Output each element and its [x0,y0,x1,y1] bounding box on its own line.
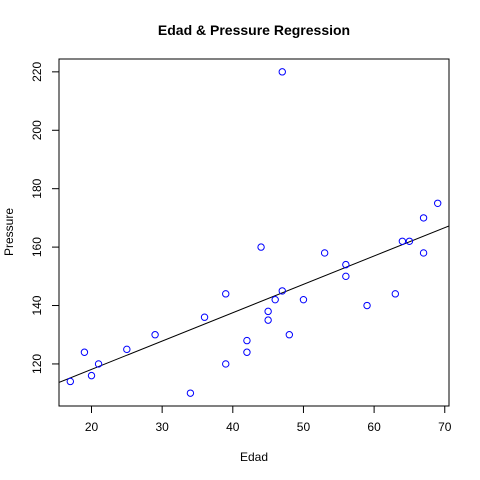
x-tick-label: 20 [85,420,99,434]
y-tick-label: 200 [30,120,44,140]
data-point [271,295,279,304]
data-point [66,377,75,386]
x-axis: 20 30 40 50 60 70 [85,405,452,434]
data-point [94,360,103,368]
x-tick-label: 50 [297,420,311,434]
y-tick-label: 180 [30,178,44,198]
y-tick-label: 160 [30,237,44,257]
data-point [87,371,96,380]
x-tick-label: 30 [155,420,169,434]
data-point [398,237,407,245]
y-axis: 120 140 160 180 200 220 [30,62,60,374]
data-point [151,331,159,339]
y-tick-label: 120 [30,354,44,374]
data-point [264,307,272,316]
data-point [363,301,371,310]
data-point [285,331,294,339]
data-point [419,214,428,222]
data-point [186,389,195,397]
data-point [243,348,251,356]
data-point [342,272,350,281]
x-tick-label: 60 [367,420,381,434]
y-axis-label: Pressure [2,208,16,256]
data-point [433,199,442,207]
data-point [222,360,230,368]
data-point [320,249,329,257]
data-point [299,295,308,304]
data-point [391,290,400,298]
x-axis-label: Edad [240,450,268,464]
data-point [123,345,131,354]
data-point [342,260,350,269]
x-tick-label: 40 [226,420,240,434]
data-point [419,249,428,257]
data-point [405,237,414,245]
data-point [257,243,265,251]
y-tick-label: 140 [30,295,44,315]
data-point [264,316,272,324]
data-point [278,287,286,295]
data-point [222,290,230,298]
plot-area [59,68,449,397]
data-point [80,348,89,356]
regression-line [59,225,449,383]
chart-title: Edad & Pressure Regression [158,22,350,38]
data-point [200,313,209,321]
plot-frame [58,58,450,407]
data-point [278,68,286,76]
y-tick-label: 220 [30,62,44,82]
x-tick-label: 70 [438,420,452,434]
data-point [243,336,251,345]
